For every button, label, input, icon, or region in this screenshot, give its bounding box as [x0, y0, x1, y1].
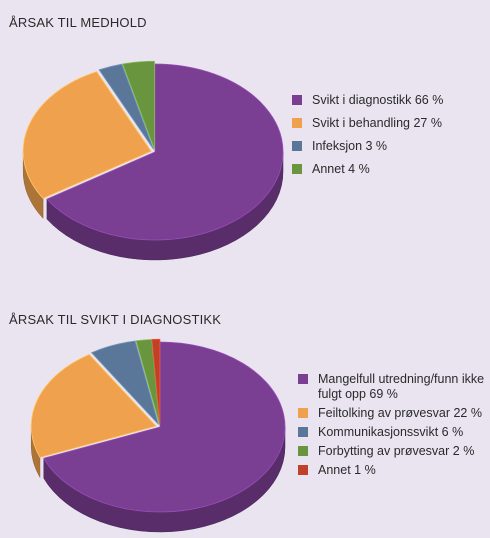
pie-slice-kommunikasjonssvikt-6	[90, 340, 159, 425]
legend-label: Svikt i behandling 27 %	[312, 116, 442, 130]
legend-swatch	[298, 465, 308, 475]
legend-item-svikt-i-behandling-27: Svikt i behandling 27 %	[292, 116, 443, 131]
legend-label: Annet 1 %	[318, 463, 376, 477]
pie-slice-infeksjon-3	[98, 63, 155, 150]
legend-item-annet-4: Annet 4 %	[292, 162, 443, 177]
pie-slice-annet-4	[122, 60, 155, 150]
legend-swatch	[298, 374, 308, 384]
pie-slice-feiltolking-av-prøvesvar-22	[30, 353, 157, 458]
chart-svikt-diagnostikk: ÅRSAK TIL SVIKT I DIAGNOSTIKK Mangelfull…	[0, 300, 490, 538]
pie-slice-svikt-i-diagnostikk-66	[46, 63, 284, 241]
legend-label: Kommunikasjonssvikt 6 %	[318, 425, 464, 439]
legend-item-kommunikasjonssvikt-6: Kommunikasjonssvikt 6 %	[298, 425, 488, 440]
pie-slice-svikt-i-behandling-27	[22, 71, 152, 199]
chart-title: ÅRSAK TIL MEDHOLD	[9, 15, 147, 30]
legend-swatch	[292, 141, 302, 151]
legend-swatch	[292, 118, 302, 128]
legend-item-forbytting-av-prøvesvar-2: Forbytting av prøvesvar 2 %	[298, 444, 488, 459]
legend-label: Infeksjon 3 %	[312, 139, 388, 153]
legend-item-feiltolking-av-prøvesvar-22: Feiltolking av prøvesvar 22 %	[298, 406, 488, 421]
legend-label: Mangelfull utredning/funn ikke fulgt opp…	[318, 372, 485, 401]
legend-swatch	[298, 408, 308, 418]
legend-label: Forbytting av prøvesvar 2 %	[318, 444, 475, 458]
legend-item-svikt-i-diagnostikk-66: Svikt i diagnostikk 66 %	[292, 93, 443, 108]
legend-item-annet-1: Annet 1 %	[298, 463, 488, 478]
legend-item-infeksjon-3: Infeksjon 3 %	[292, 139, 443, 154]
legend-label: Annet 4 %	[312, 162, 370, 176]
legend: Mangelfull utredning/funn ikke fulgt opp…	[298, 372, 488, 482]
pie-slice-mangelfull-utredning-funn-ikke-fulgt-opp-69	[43, 341, 286, 513]
legend-swatch	[292, 164, 302, 174]
pie-chart-svikt-diagnostikk	[30, 338, 286, 533]
chart-medhold: ÅRSAK TIL MEDHOLD Svikt i diagnostikk 66…	[9, 15, 443, 261]
pie-slice-annet-1	[151, 338, 161, 425]
pie-chart-medhold	[22, 60, 284, 261]
legend: Svikt i diagnostikk 66 % Svikt i behandli…	[292, 93, 443, 185]
legend-swatch	[298, 446, 308, 456]
legend-label: Feiltolking av prøvesvar 22 %	[318, 406, 482, 420]
legend-swatch	[292, 95, 302, 105]
legend-label: Svikt i diagnostikk 66 %	[312, 93, 444, 107]
chart-title: ÅRSAK TIL SVIKT I DIAGNOSTIKK	[9, 312, 222, 327]
legend-item-mangelfull-utredning-funn-ikke-fulgt-opp-69: Mangelfull utredning/funn ikke fulgt opp…	[298, 372, 488, 402]
legend-swatch	[298, 427, 308, 437]
